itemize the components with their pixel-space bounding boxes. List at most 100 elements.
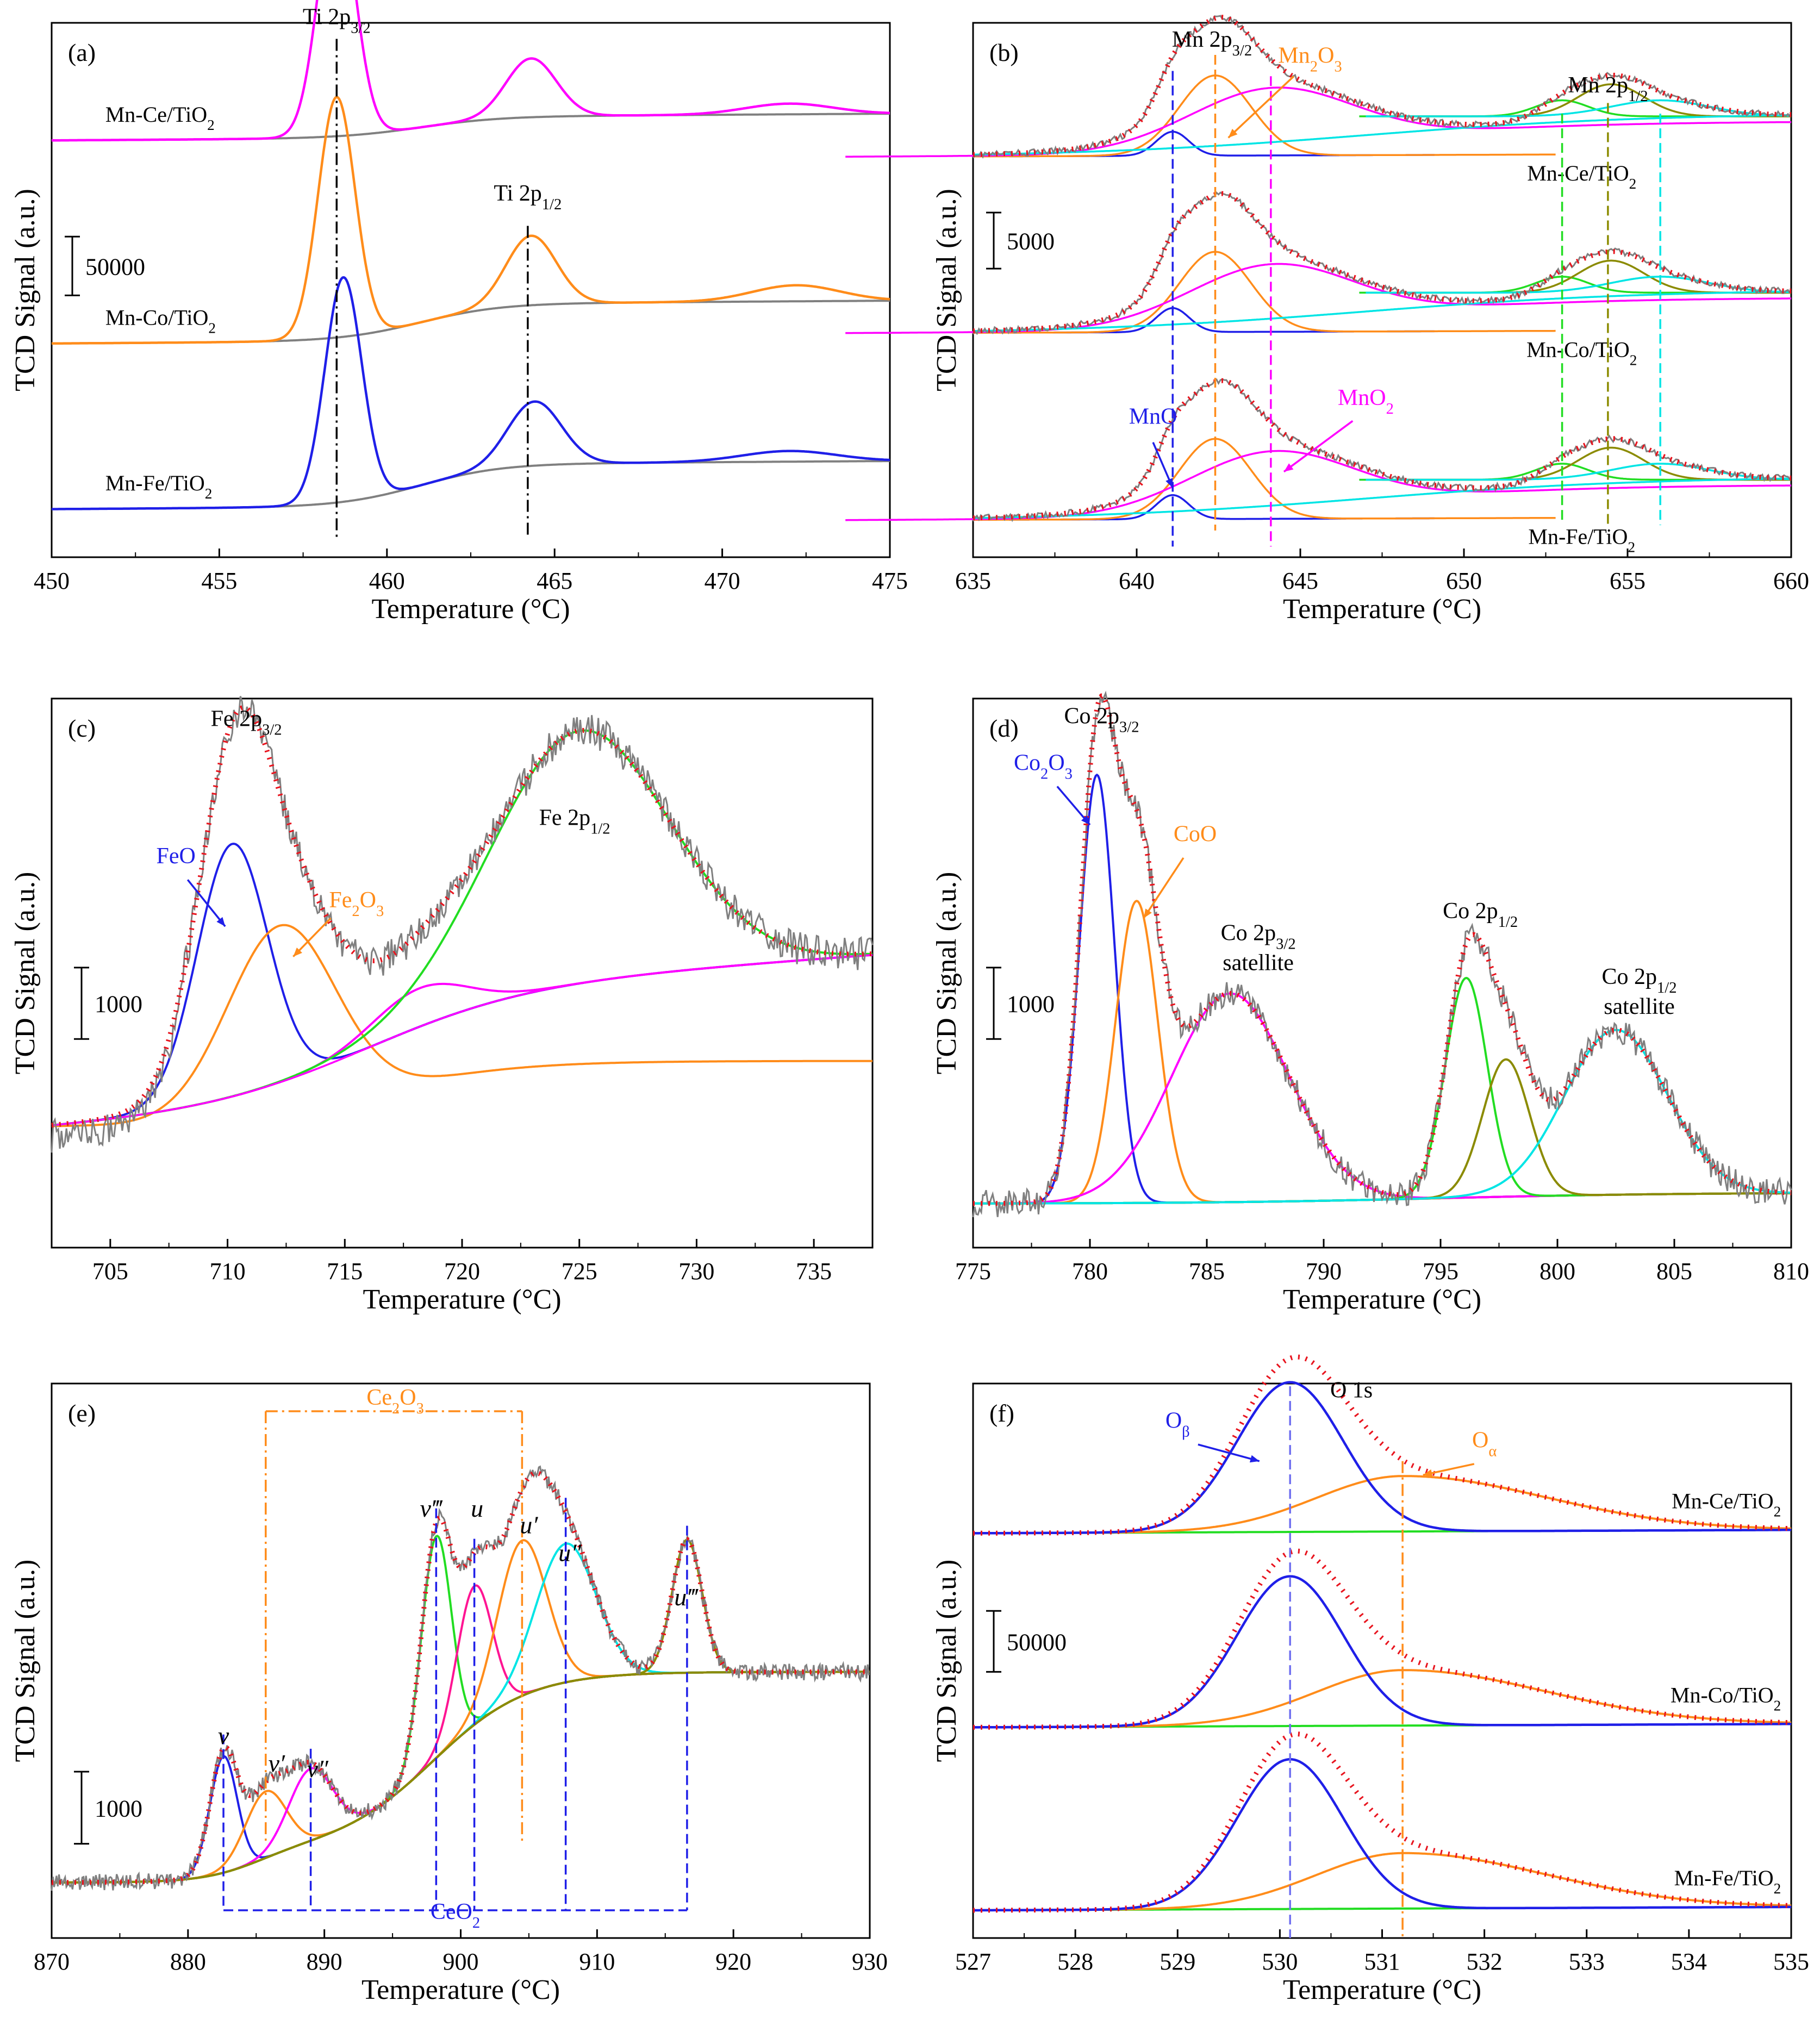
fitted-envelope-Mn-Fe/TiO2 [973, 378, 1791, 521]
peak-label-4: u [471, 1494, 483, 1522]
fit-component-7 [52, 1538, 870, 1884]
peak-label: Co 2p3/2 [1064, 703, 1139, 736]
peak-label-2: v″ [307, 1755, 328, 1783]
x-tick-label: 890 [307, 1948, 342, 1975]
fit-component-3 [51, 729, 873, 1126]
panel-e-ce-3d: 870 880 890 900 910 920 930 Temperature (°C) TCD… [10, 1382, 888, 2005]
coo-arrow-head [1143, 908, 1152, 918]
fit-component [845, 450, 1791, 521]
background-Mn-Fe/TiO2 [973, 477, 1792, 519]
spectrum-Mn-Co/TiO2 [52, 96, 890, 345]
x-tick-label: 720 [444, 1258, 480, 1285]
peak-label: Fe 2p1/2 [539, 805, 610, 837]
scale-bar-label: 1000 [95, 991, 142, 1018]
fit-component [973, 438, 1556, 521]
panel-d-co-2p: 775 780 785 790 795 800 805 810 Temperature (°C)… [931, 690, 1809, 1315]
x-tick-label: 532 [1467, 1948, 1503, 1975]
x-tick-label: 775 [955, 1258, 991, 1285]
coo-arrow [1143, 857, 1185, 919]
fe2o3-arrow-head [293, 947, 302, 957]
background [51, 954, 873, 1126]
fit-component-3 [52, 1535, 870, 1884]
coo-label: CoO [1174, 822, 1217, 847]
panel-label: (d) [989, 714, 1019, 742]
x-tick-label: 470 [705, 568, 740, 594]
x-tick-label: 710 [210, 1258, 246, 1285]
mno2-arrow [1283, 420, 1354, 473]
x-tick-label: 460 [369, 568, 405, 594]
series-label: Mn-Ce/TiO2 [105, 102, 215, 133]
plot-frame [51, 697, 874, 1249]
fit-component-4 [973, 1058, 1791, 1205]
x-tick-label: 790 [1306, 1258, 1342, 1285]
peak-label-0: v [218, 1722, 229, 1749]
satellite-label-line2: satellite [1604, 994, 1675, 1019]
x-tick-label: 795 [1423, 1258, 1459, 1285]
mno2-arrow-head [1283, 463, 1294, 472]
x-tick-label: 531 [1364, 1948, 1400, 1975]
o-alpha-Mn-Co/TiO2 [973, 1669, 1791, 1729]
raw-spectrum [51, 696, 874, 1153]
series-label: Mn-Co/TiO2 [1671, 1683, 1781, 1714]
o-beta-label: Oβ [1165, 1409, 1190, 1441]
scale-bar-label: 50000 [85, 253, 145, 280]
peak-label-5: u′ [520, 1511, 538, 1538]
feo-arrow-head [216, 917, 226, 927]
x-axis-title: Temperature (°C) [1283, 1974, 1481, 2005]
peak-label: Mn 2p1/2 [1568, 73, 1648, 105]
peak-label: Mn 2p3/2 [1172, 27, 1252, 59]
x-tick-label: 810 [1773, 1258, 1809, 1285]
x-tick-label: 650 [1446, 568, 1482, 594]
fit-component-5 [52, 1539, 870, 1884]
x-tick-label: 655 [1610, 568, 1646, 594]
x-tick-label: 465 [537, 568, 572, 594]
o-beta-arrow-head [1249, 1455, 1260, 1463]
co2o3-arrow-head [1081, 815, 1090, 825]
fit-component-6 [52, 1542, 870, 1884]
fit-component-5 [973, 1029, 1792, 1205]
feo-arrow [186, 879, 226, 927]
satellite-label: Co 2p1/2 [1602, 964, 1677, 996]
y-axis-title: TCD Signal (a.u.) [931, 872, 962, 1075]
x-tick-label: 900 [443, 1948, 479, 1975]
fit-component-1 [52, 924, 872, 1127]
peak-label: Fe 2p3/2 [211, 707, 282, 739]
fit-component [1359, 99, 1791, 117]
panel-c-fe-2p: 705 710 715 720 725 730 735 Temperature (°C) TCD… [10, 696, 874, 1315]
x-tick-label: 640 [1119, 568, 1155, 594]
x-tick-label: 800 [1539, 1258, 1575, 1285]
fitted-envelope [973, 693, 1792, 1206]
ce2o3-label: Ce2O3 [366, 1385, 424, 1417]
x-tick-label: 730 [678, 1258, 714, 1285]
panel-label: (c) [68, 714, 96, 742]
x-tick-label: 725 [562, 1258, 597, 1285]
o-beta-Mn-Fe/TiO2 [973, 1758, 1791, 1912]
spectrum-Mn-Ce/TiO2 [51, 0, 890, 142]
y-axis-title: TCD Signal (a.u.) [10, 872, 41, 1075]
x-tick-label: 805 [1656, 1258, 1692, 1285]
scale-bar-label: 1000 [95, 1795, 142, 1822]
satellite-label-line2: satellite [1223, 950, 1294, 975]
satellite-label: Co 2p3/2 [1221, 920, 1296, 952]
x-tick-label: 527 [955, 1948, 991, 1975]
spectrum-Mn-Fe/TiO2 [52, 276, 890, 510]
scale-bar-label: 1000 [1007, 991, 1055, 1018]
x-tick-label: 533 [1569, 1948, 1605, 1975]
fit-component-1 [973, 900, 1791, 1205]
raw-spectrum-Mn-Ce/TiO2 [972, 15, 1791, 159]
x-tick-label: 635 [955, 568, 991, 594]
raw-spectrum-Mn-Co/TiO2 [972, 191, 1791, 335]
background-Mn-Ce/TiO2 [973, 114, 1791, 156]
fit-component-2 [52, 1671, 870, 1884]
x-axis-title: Temperature (°C) [1283, 1284, 1481, 1315]
x-tick-label: 870 [34, 1948, 70, 1975]
plot-frame [972, 697, 1792, 1249]
fit-component [973, 74, 1556, 158]
series-label: Mn-Co/TiO2 [105, 305, 216, 336]
feo-label: FeO [156, 844, 195, 869]
plot-frame [51, 1382, 871, 1939]
o-beta-Mn-Co/TiO2 [973, 1575, 1791, 1729]
peak-label-6: u″ [558, 1538, 582, 1566]
o-beta-Mn-Ce/TiO2 [973, 1381, 1791, 1535]
fitted-envelope-Mn-Ce/TiO2 [973, 15, 1791, 157]
